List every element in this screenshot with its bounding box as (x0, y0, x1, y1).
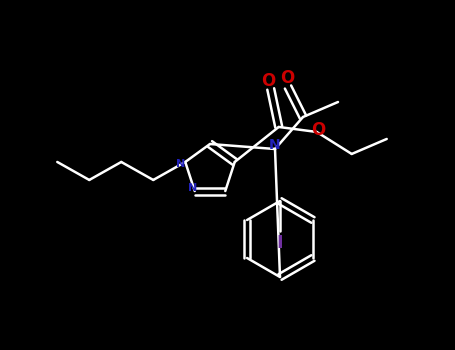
Text: O: O (262, 72, 276, 90)
Text: I: I (277, 234, 283, 252)
Text: N: N (269, 138, 281, 152)
Text: O: O (280, 69, 294, 87)
Text: N: N (176, 159, 185, 169)
Text: N: N (188, 183, 197, 193)
Text: O: O (312, 121, 326, 139)
